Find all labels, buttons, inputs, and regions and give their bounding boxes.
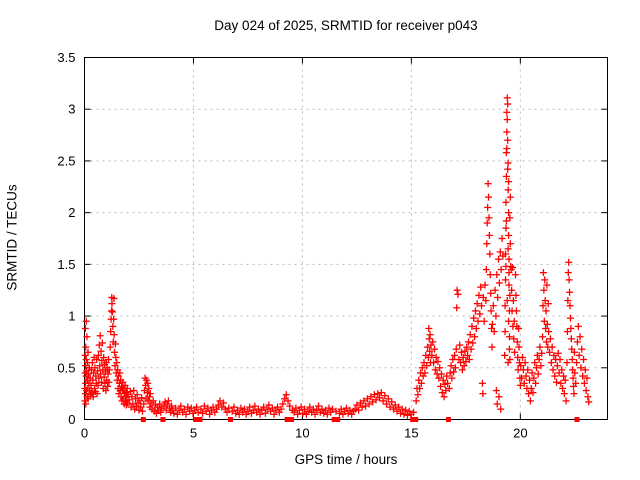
svg-text:15: 15 — [404, 426, 418, 441]
tick-labels: 0 5 10 15 20 0 0.5 1 1.5 2 2.5 3 3.5 — [57, 50, 527, 441]
svg-text:20: 20 — [513, 426, 527, 441]
svg-text:0.5: 0.5 — [57, 360, 75, 375]
y-axis-label: SRMTID / TECUs — [4, 184, 20, 291]
x-axis-label: GPS time / hours — [294, 452, 398, 467]
svg-text:0: 0 — [81, 426, 88, 441]
svg-text:1.5: 1.5 — [57, 257, 75, 272]
grid-layer — [84, 57, 608, 420]
svg-text:0: 0 — [68, 412, 75, 427]
svg-text:10: 10 — [295, 426, 309, 441]
svg-text:2.5: 2.5 — [57, 153, 75, 168]
points-layer — [81, 94, 593, 422]
svg-text:1: 1 — [68, 309, 75, 324]
chart-title: Day 024 of 2025, SRMTID for receiver p04… — [214, 18, 478, 33]
axis-frame — [84, 57, 608, 420]
svg-text:2: 2 — [68, 205, 75, 220]
svg-text:3: 3 — [68, 102, 75, 117]
svg-text:3.5: 3.5 — [57, 50, 75, 65]
svg-text:5: 5 — [190, 426, 197, 441]
